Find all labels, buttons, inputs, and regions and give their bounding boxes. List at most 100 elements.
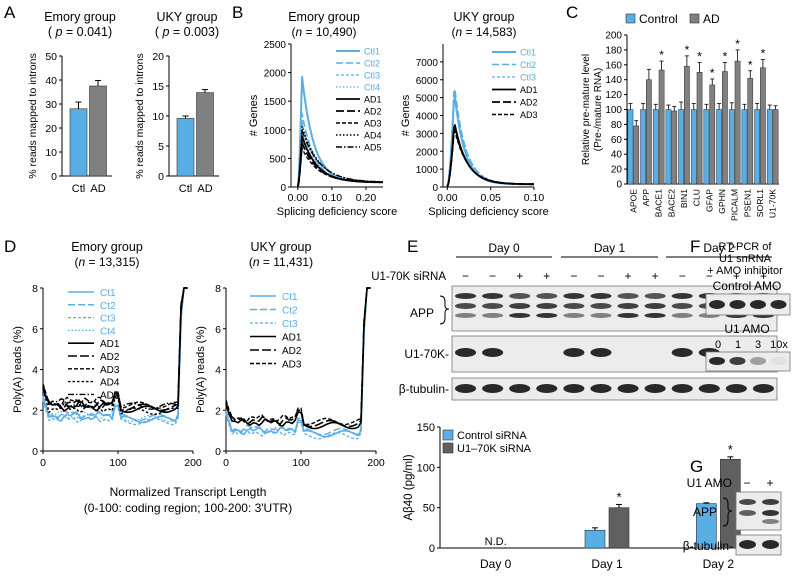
legend-label: AD1: [100, 339, 120, 350]
tubulin-band: [563, 384, 585, 393]
tubulin-band: [590, 384, 612, 393]
tubulin-band: [482, 384, 504, 393]
bar: [766, 109, 773, 185]
y-tick-label: 0: [616, 180, 622, 191]
chart-title: Emory group: [44, 10, 116, 24]
app-band: [762, 510, 779, 516]
app-band: [455, 303, 477, 309]
x-tick-label: 200: [184, 457, 202, 469]
tubulin-band: [725, 384, 747, 393]
u1-amo-band: [729, 357, 746, 365]
y-tick-label: 4: [32, 365, 38, 377]
series-line-ad5: [42, 287, 188, 410]
bar: [658, 69, 665, 185]
tubulin-band: [644, 384, 666, 393]
y-tick-label: 200: [605, 31, 622, 42]
y-tick-label: 1500: [264, 97, 287, 108]
app-brace: [722, 497, 733, 527]
y-tick-label: 8: [215, 283, 221, 295]
bar: [89, 85, 107, 177]
app-band: [617, 303, 639, 309]
y-tick-label: 100: [605, 105, 622, 116]
y-tick-label: 0: [429, 543, 435, 555]
chart-subtitle: (n = 11,431): [249, 255, 313, 269]
lane-sign: −: [597, 269, 604, 283]
bar: [747, 77, 754, 185]
lane-sign: +: [766, 476, 773, 490]
legend-label: Ct1: [100, 288, 116, 299]
y-tick-label: 4: [215, 365, 221, 377]
sirna-label: U1-70K siRNA: [371, 271, 446, 283]
bar: [772, 109, 779, 185]
bar: [716, 109, 722, 185]
tubulin-band: [698, 384, 720, 393]
u1-70k-band: [671, 348, 693, 357]
legend-label: U1–70K siRNA: [457, 443, 532, 455]
legend-label: Ct4: [100, 326, 116, 337]
dose-label: 1: [735, 339, 741, 351]
series-line-ad2: [225, 287, 371, 428]
app-band: [644, 313, 666, 318]
y-tick-label: 30: [45, 99, 57, 111]
tubulin-blot: [451, 377, 778, 401]
u1-amo-band: [770, 357, 787, 365]
y-tick-label: 80: [611, 120, 623, 131]
blot-label-tubulin: β-tubulin-: [399, 382, 449, 396]
y-tick-label: 10: [152, 111, 164, 123]
x-tick-label: Ctl: [179, 183, 192, 195]
series-line-ctl3: [446, 93, 534, 188]
x-tick-label: BIN1: [679, 189, 689, 208]
x-tick-label: 100: [109, 457, 127, 469]
panel-label-d: D: [4, 237, 16, 256]
y-tick-label: 500: [269, 154, 286, 165]
blot-label-u1-70k: U1-70K-: [404, 347, 449, 361]
x-tick-label: Day 2: [703, 557, 735, 571]
app-band: [563, 313, 585, 318]
app-band: [739, 510, 756, 516]
y-axis-label: # Genes: [248, 94, 260, 136]
series-line-ad4: [42, 287, 188, 415]
y-tick-label: 3000: [416, 129, 439, 140]
app-band: [536, 313, 558, 318]
x-tick-label: 100: [292, 457, 310, 469]
panel-labels: A B C D E F G: [4, 3, 703, 476]
lane-sign: −: [743, 476, 750, 490]
bar: [608, 507, 630, 549]
app-band: [590, 303, 612, 309]
y-tick-label: 10: [45, 147, 57, 159]
tubulin-band: [536, 384, 558, 393]
significance-star: *: [616, 489, 621, 504]
app-band: [762, 499, 779, 505]
legend-label: Ctl2: [520, 60, 536, 70]
panel-b-uky-chart: UKY group(n = 14,583) 0 1000 2000 3000 4000 50…: [400, 10, 549, 218]
app-band: [617, 313, 639, 318]
bar: [646, 79, 652, 185]
series-line-ct1: [42, 287, 188, 424]
series-line-ad3: [446, 130, 534, 188]
g-header: U1 AMO: [687, 476, 732, 490]
app-band: [509, 293, 531, 299]
app-band: [671, 313, 693, 318]
u1-amo-band: [709, 357, 725, 365]
legend-label: Ctl2: [364, 59, 380, 69]
app-band: [671, 293, 693, 299]
chart-subtitle: (n = 10,490): [291, 25, 356, 39]
legend-label: Ctl4: [364, 83, 380, 93]
blot-label-tubulin: β-tubulin-: [683, 539, 733, 553]
u1-70k-band: [482, 348, 504, 357]
tubulin-band: [762, 540, 779, 549]
x-tick-label: BACE2: [666, 189, 676, 217]
legend-label: Ctl3: [520, 73, 536, 83]
bar: [69, 108, 88, 177]
chart-subtitle: ( p = 0.041): [48, 25, 112, 39]
x-tick-label: 0: [40, 457, 46, 469]
y-tick-label: 4000: [416, 112, 439, 123]
bar: [678, 109, 684, 185]
panel-label-f: F: [690, 237, 700, 256]
lane-sign: −: [489, 269, 496, 283]
lane-sign: +: [625, 269, 632, 283]
y-tick-label: 2000: [264, 69, 287, 80]
app-band: [509, 313, 531, 318]
y-tick-label: 0: [158, 171, 164, 183]
blot-label-app: APP: [693, 505, 717, 519]
